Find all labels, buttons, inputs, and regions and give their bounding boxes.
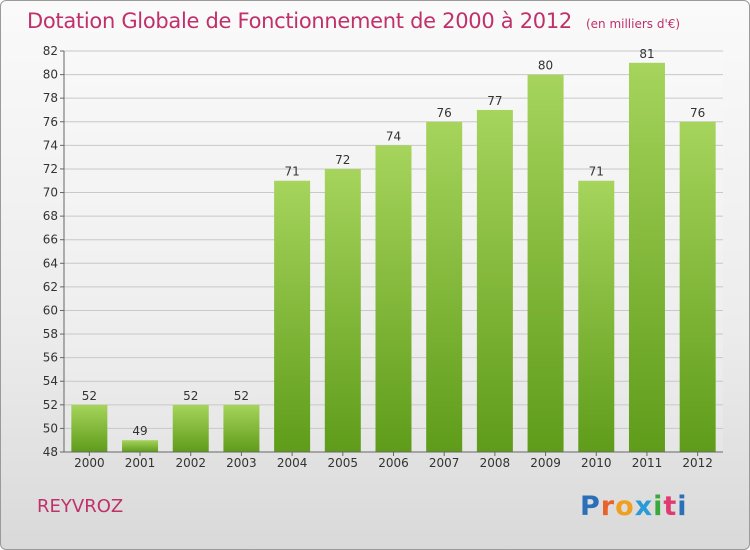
- bar: [324, 168, 361, 453]
- bar: [426, 121, 463, 452]
- y-tick-label: 80: [43, 68, 58, 82]
- bar: [172, 404, 209, 452]
- data-label: 77: [487, 94, 502, 108]
- chart-title: Dotation Globale de Fonctionnement de 20…: [27, 9, 680, 33]
- bar: [476, 109, 513, 453]
- logo-letter: x: [634, 491, 654, 522]
- bar: [223, 404, 260, 452]
- x-tick-label: 2002: [175, 456, 206, 470]
- x-tick-label: 2000: [74, 456, 105, 470]
- x-tick-label: 2009: [530, 456, 561, 470]
- proxiti-logo: Proxiti: [580, 491, 688, 522]
- y-tick-label: 78: [43, 91, 58, 105]
- y-tick-label: 74: [43, 138, 58, 152]
- logo-letter: P: [580, 491, 601, 522]
- x-tick-label: 2011: [632, 456, 663, 470]
- y-tick-label: 58: [43, 327, 58, 341]
- y-tick-label: 48: [43, 445, 58, 459]
- data-label: 49: [132, 424, 147, 438]
- y-tick-label: 62: [43, 280, 58, 294]
- data-label: 72: [335, 153, 350, 167]
- y-tick-label: 54: [43, 374, 58, 388]
- chart-title-text: Dotation Globale de Fonctionnement de 20…: [27, 9, 572, 33]
- x-tick-label: 2004: [277, 456, 308, 470]
- x-tick-label: 2005: [328, 456, 359, 470]
- y-tick-label: 82: [43, 44, 58, 58]
- y-tick-label: 68: [43, 209, 58, 223]
- y-tick-label: 70: [43, 186, 58, 200]
- y-tick-label: 76: [43, 115, 58, 129]
- data-label: 71: [284, 165, 299, 179]
- logo-letter: o: [615, 491, 635, 522]
- bar: [578, 180, 615, 452]
- bar: [679, 121, 716, 452]
- x-tick-label: 2006: [378, 456, 409, 470]
- x-tick-label: 2010: [581, 456, 612, 470]
- y-tick-label: 52: [43, 398, 58, 412]
- data-label: 80: [538, 59, 553, 73]
- logo-letter: r: [600, 491, 616, 522]
- x-tick-label: 2012: [682, 456, 713, 470]
- x-tick-label: 2007: [429, 456, 460, 470]
- data-label: 52: [234, 389, 249, 403]
- bar: [71, 404, 108, 452]
- logo-letter: i: [677, 491, 688, 522]
- x-tick-label: 2001: [125, 456, 156, 470]
- bar: [122, 440, 159, 452]
- y-tick-label: 56: [43, 351, 58, 365]
- bar: [628, 62, 665, 452]
- data-label: 76: [437, 106, 452, 120]
- data-label: 52: [82, 389, 97, 403]
- y-tick-label: 50: [43, 421, 58, 435]
- data-label: 52: [183, 389, 198, 403]
- x-tick-label: 2008: [480, 456, 511, 470]
- bar: [274, 180, 311, 452]
- bar: [375, 145, 412, 452]
- data-label: 81: [639, 47, 654, 61]
- y-tick-label: 66: [43, 233, 58, 247]
- place-name: REYVROZ: [37, 496, 124, 517]
- x-tick-label: 2003: [226, 456, 257, 470]
- y-tick-label: 72: [43, 162, 58, 176]
- data-label: 74: [386, 129, 401, 143]
- logo-letter: i: [653, 491, 664, 522]
- data-label: 71: [589, 165, 604, 179]
- bar: [527, 74, 564, 453]
- logo-letter: t: [663, 491, 678, 522]
- data-label: 76: [690, 106, 705, 120]
- y-tick-label: 64: [43, 256, 58, 270]
- chart-unit: (en milliers d'€): [585, 17, 681, 31]
- y-tick-label: 60: [43, 303, 58, 317]
